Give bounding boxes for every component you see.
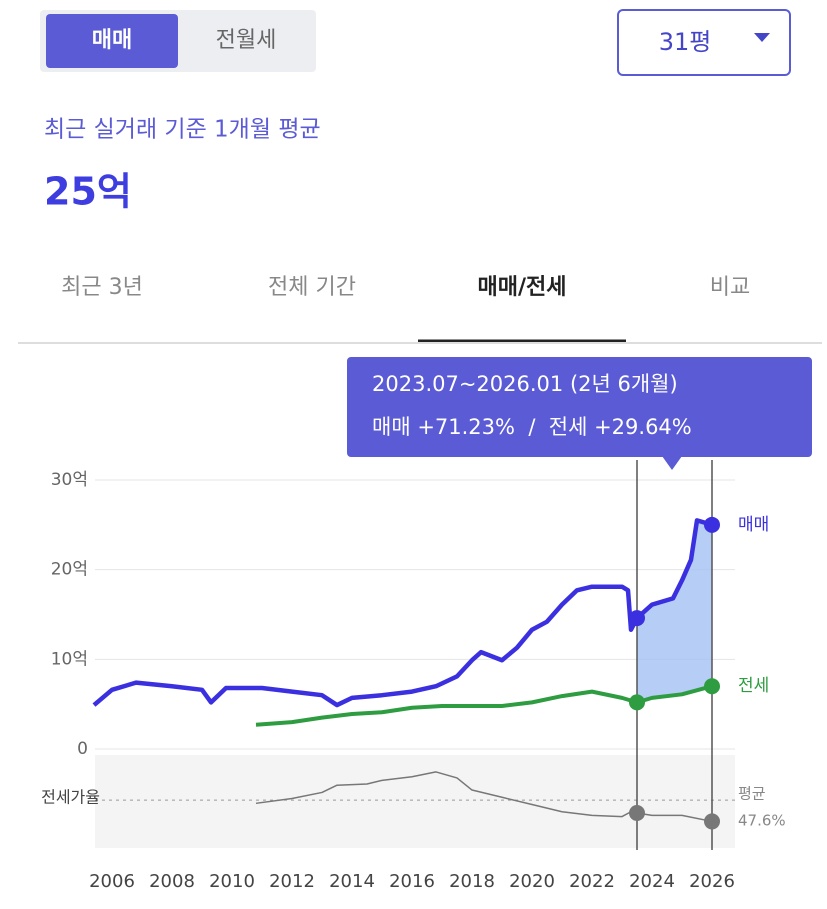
toggle-option[interactable]: 전월세 — [216, 28, 277, 53]
tooltip-pointer — [662, 456, 682, 470]
point-marker — [629, 804, 645, 821]
toggle-option[interactable]: 매매 — [92, 28, 132, 53]
average-name: 평균 — [738, 785, 766, 803]
tab[interactable]: 전체 기간 — [268, 275, 356, 300]
x-tick-label: 2022 — [569, 871, 615, 892]
x-tick-label: 2026 — [689, 871, 735, 892]
y-tick-label: 30억 — [51, 470, 88, 490]
toggle-active[interactable] — [46, 14, 178, 68]
x-tick-label: 2010 — [209, 871, 255, 892]
x-tick-label: 2012 — [269, 871, 315, 892]
point-marker — [629, 610, 645, 627]
ratio-label: 전세가율 — [41, 788, 100, 807]
tooltip — [347, 357, 812, 457]
x-tick-label: 2014 — [329, 871, 375, 892]
series-label: 전세 — [738, 676, 769, 696]
y-tick-label: 10억 — [51, 649, 88, 669]
x-tick-label: 2008 — [149, 871, 195, 892]
x-tick-label: 2018 — [449, 871, 495, 892]
point-marker — [704, 678, 720, 695]
selection-fill — [637, 520, 712, 703]
tab[interactable]: 비교 — [710, 275, 750, 300]
average-label: 47.6% — [738, 812, 786, 830]
point-marker — [629, 694, 645, 711]
ratio-panel — [95, 755, 735, 848]
x-tick-label: 2016 — [389, 871, 435, 892]
tooltip-change: 매매 +71.23% / 전세 +29.64% — [372, 415, 692, 439]
tabs: 최근 3년 전체 기간 매매/전세 비교 — [61, 275, 750, 343]
y-tick-label: 0 — [77, 739, 88, 759]
tab[interactable]: 매매/전세 — [478, 275, 567, 300]
y-tick-label: 20억 — [51, 560, 88, 580]
x-tick-label: 2020 — [509, 871, 555, 892]
size-select[interactable] — [617, 9, 791, 76]
summary-value: 25억 — [44, 170, 132, 214]
x-tick-label: 2006 — [89, 871, 135, 892]
series-label: 매매 — [738, 515, 769, 535]
tooltip-period: 2023.07~2026.01 (2년 6개월) — [372, 372, 678, 396]
series-line — [92, 518, 713, 708]
tab[interactable]: 최근 3년 — [61, 275, 143, 300]
summary-caption: 최근 실거래 기준 1개월 평균 — [44, 117, 321, 143]
point-marker — [704, 516, 720, 533]
x-tick-label: 2024 — [629, 871, 675, 892]
size-select-label[interactable]: 31평 — [659, 28, 712, 56]
point-marker — [704, 813, 720, 830]
dropdown-arrow — [754, 33, 770, 42]
